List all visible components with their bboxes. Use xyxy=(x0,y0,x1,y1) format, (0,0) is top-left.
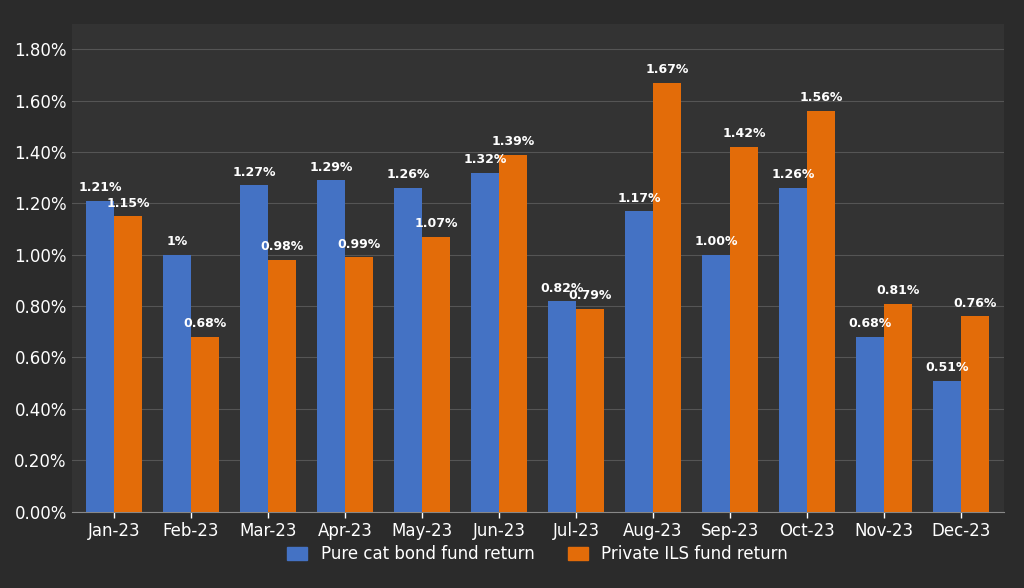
Bar xyxy=(345,258,373,512)
Bar xyxy=(549,301,577,512)
Text: 0.82%: 0.82% xyxy=(541,282,584,295)
Bar xyxy=(86,201,114,512)
Bar xyxy=(934,380,962,512)
Bar xyxy=(856,337,884,512)
Bar xyxy=(191,337,219,512)
Bar xyxy=(884,303,912,512)
Bar xyxy=(779,188,807,512)
Bar xyxy=(653,82,681,512)
Text: 1.67%: 1.67% xyxy=(645,63,689,76)
Text: 1.07%: 1.07% xyxy=(414,218,458,230)
Text: 0.99%: 0.99% xyxy=(337,238,381,251)
Bar xyxy=(807,111,835,512)
Bar xyxy=(499,155,526,512)
Text: 1.15%: 1.15% xyxy=(106,197,150,210)
Text: 0.51%: 0.51% xyxy=(926,361,969,374)
Bar xyxy=(268,260,296,512)
Text: 0.98%: 0.98% xyxy=(260,240,303,253)
Bar xyxy=(962,316,989,512)
Bar xyxy=(114,216,141,512)
Text: 1.17%: 1.17% xyxy=(617,192,662,205)
Text: 0.81%: 0.81% xyxy=(877,284,920,297)
Text: 1.56%: 1.56% xyxy=(800,91,843,105)
Bar xyxy=(471,172,499,512)
Text: 1.29%: 1.29% xyxy=(309,161,353,174)
Text: 1.26%: 1.26% xyxy=(772,169,815,182)
Text: 1%: 1% xyxy=(167,235,187,248)
Bar xyxy=(730,147,758,512)
Text: 1.42%: 1.42% xyxy=(722,128,766,141)
Text: 1.32%: 1.32% xyxy=(464,153,507,166)
Bar xyxy=(577,309,604,512)
Text: 0.68%: 0.68% xyxy=(183,318,226,330)
Bar xyxy=(626,211,653,512)
Bar xyxy=(394,188,422,512)
Text: 0.76%: 0.76% xyxy=(953,297,996,310)
Text: 1.00%: 1.00% xyxy=(694,235,738,248)
Bar xyxy=(241,185,268,512)
Text: 0.79%: 0.79% xyxy=(568,289,611,302)
Text: 1.27%: 1.27% xyxy=(232,166,275,179)
Text: 1.21%: 1.21% xyxy=(79,181,122,194)
Text: 0.68%: 0.68% xyxy=(849,318,892,330)
Legend: Pure cat bond fund return, Private ILS fund return: Pure cat bond fund return, Private ILS f… xyxy=(279,537,797,572)
Text: 1.39%: 1.39% xyxy=(492,135,535,148)
Bar xyxy=(317,180,345,512)
Text: 1.26%: 1.26% xyxy=(386,169,430,182)
Bar xyxy=(702,255,730,512)
Bar xyxy=(422,237,450,512)
Bar xyxy=(163,255,191,512)
